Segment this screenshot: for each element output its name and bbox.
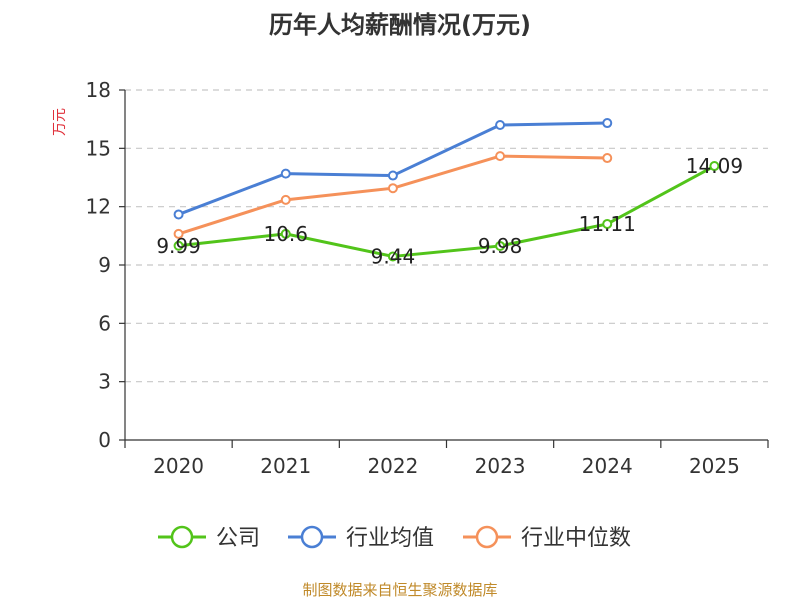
legend-marker — [300, 525, 324, 549]
data-point — [495, 240, 506, 251]
x-tick-label: 2022 — [367, 454, 418, 478]
data-label: 14.09 — [686, 154, 743, 178]
y-axis-label: 万元 — [52, 108, 68, 136]
legend-label: 行业均值 — [346, 526, 434, 551]
series-1 — [173, 118, 613, 220]
data-point — [387, 251, 398, 262]
data-point — [173, 209, 184, 220]
legend-item[interactable]: 行业中位数 — [463, 525, 631, 551]
legend-item[interactable]: 公司 — [158, 525, 260, 551]
legend-marker — [475, 525, 499, 549]
data-point — [495, 151, 506, 162]
y-tick-label: 0 — [98, 428, 111, 452]
series-lines — [173, 118, 720, 262]
series-0 — [173, 161, 720, 262]
y-tick-label: 6 — [98, 311, 111, 335]
x-tick-label: 2023 — [475, 454, 526, 478]
data-point — [602, 218, 613, 229]
legend-item[interactable]: 行业均值 — [288, 525, 434, 551]
data-point — [280, 194, 291, 205]
x-tick-label: 2024 — [582, 454, 633, 478]
legend: 公司 行业均值 行业中位数 — [158, 525, 631, 551]
x-tick-label: 2020 — [153, 454, 204, 478]
y-tick-label: 18 — [86, 78, 111, 102]
series-2 — [173, 151, 613, 239]
y-tick-label: 12 — [86, 195, 111, 219]
y-tick-label: 9 — [98, 253, 111, 277]
chart-title: 历年人均薪酬情况(万元) — [269, 11, 531, 39]
y-tick-label: 3 — [98, 370, 111, 394]
data-label: 9.99 — [156, 234, 201, 258]
series-line — [177, 164, 716, 258]
data-point — [173, 228, 184, 239]
data-point — [387, 170, 398, 181]
y-tick-label: 15 — [86, 136, 111, 160]
x-tick-label: 2021 — [260, 454, 311, 478]
source-note: 制图数据来自恒生聚源数据库 — [302, 581, 497, 599]
legend-label: 公司 — [216, 526, 260, 551]
series-line — [177, 121, 609, 216]
data-label: 11.11 — [579, 212, 636, 236]
series-line — [177, 154, 609, 236]
data-point — [495, 120, 506, 130]
x-tick-label: 2025 — [689, 454, 740, 478]
data-point — [602, 118, 613, 129]
data-point — [173, 240, 184, 251]
axes: 0 3 6 9 12 15 18 2020 2021 2022 2023 2024 2025 — [86, 78, 769, 478]
data-label: 9.44 — [371, 244, 416, 268]
data-point — [387, 183, 398, 194]
data-point — [709, 161, 720, 172]
data-point — [602, 153, 613, 164]
data-label: 10.6 — [263, 222, 308, 246]
data-point — [280, 168, 291, 179]
data-label: 9.98 — [478, 234, 523, 258]
legend-marker — [170, 525, 194, 549]
legend-label: 行业中位数 — [521, 526, 631, 551]
grid-lines — [125, 89, 768, 383]
data-labels: 9.99 10.6 9.44 9.98 11.11 14.09 — [156, 154, 743, 268]
data-point — [280, 228, 291, 239]
